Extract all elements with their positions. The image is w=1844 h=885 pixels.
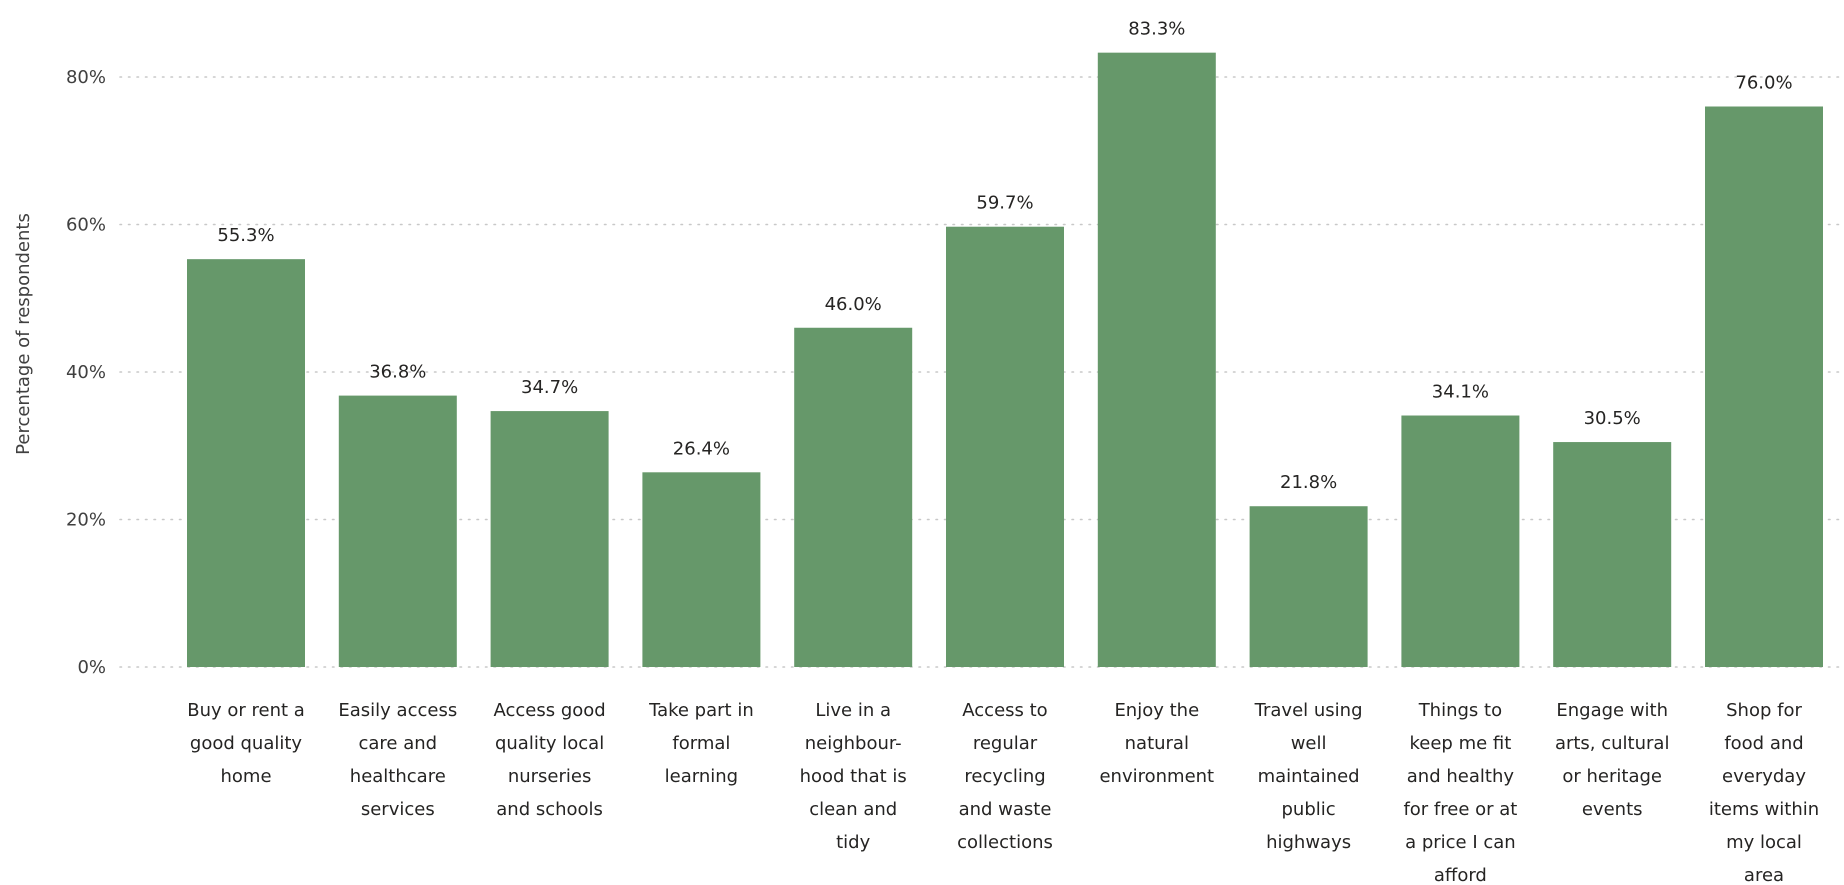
data-label: 55.3% (217, 225, 274, 246)
x-tick-label: Access to regular recycling and waste collec… (957, 700, 1053, 853)
x-tick-label-line: area (1744, 865, 1784, 885)
x-tick-label: Buy or rent a good quality home (187, 700, 305, 787)
bars (187, 53, 1823, 667)
x-tick-label-line: well (1291, 733, 1327, 754)
x-tick-label-line: healthcare (350, 766, 446, 787)
bar (491, 411, 609, 667)
data-label: 21.8% (1280, 472, 1337, 493)
y-tick-label: 0% (77, 657, 106, 678)
x-tick-label-line: tidy (836, 832, 870, 853)
x-tick-label-line: services (361, 799, 435, 820)
x-tick-label-line: quality local (495, 733, 604, 754)
data-label: 34.1% (1432, 382, 1489, 403)
x-tick-label: Travel using well maintained public highways (1254, 700, 1363, 853)
y-tick-label: 60% (66, 215, 106, 236)
x-tick-label-line: afford (1434, 865, 1487, 885)
x-tick-label-line: Take part in (648, 700, 754, 721)
y-tick-label: 40% (66, 362, 106, 383)
x-tick-label-line: everyday (1722, 766, 1806, 787)
x-tick-label-line: environment (1099, 766, 1214, 787)
x-tick-label-line: Live in a (815, 700, 891, 721)
x-tick-label-line: for free or at (1403, 799, 1517, 820)
x-tick-label-line: highways (1266, 832, 1351, 853)
x-tick-label-line: and schools (496, 799, 603, 820)
x-tick-label-line: Engage with (1556, 700, 1668, 721)
y-tick-label: 80% (66, 67, 106, 88)
x-tick-label-line: my local (1726, 832, 1802, 853)
bar (339, 396, 457, 667)
x-tick-label-line: public (1282, 799, 1336, 820)
x-tick-label-line: Easily access (338, 700, 457, 721)
y-tick-label: 20% (66, 510, 106, 531)
x-tick-label-line: keep me fit (1409, 733, 1511, 754)
data-label: 83.3% (1128, 19, 1185, 40)
x-tick-label-line: a price I can (1405, 832, 1516, 853)
bar (1098, 53, 1216, 667)
x-tick-label-line: and waste (959, 799, 1052, 820)
x-tick-label-line: and healthy (1407, 766, 1515, 787)
x-tick-label-line: collections (957, 832, 1053, 853)
bar (946, 227, 1064, 667)
x-tick-label-line: recycling (964, 766, 1045, 787)
x-tick-label-line: Things to (1418, 700, 1502, 721)
bar (1705, 107, 1823, 668)
x-tick-label-line: food and (1724, 733, 1803, 754)
x-tick-label-line: formal (672, 733, 730, 754)
data-label: 46.0% (825, 294, 882, 315)
x-tick-label-line: Access to (962, 700, 1047, 721)
x-tick-label-line: regular (973, 733, 1038, 754)
data-label: 26.4% (673, 438, 730, 459)
x-axis-categories: Buy or rent a good quality home Easily acce… (187, 700, 1819, 885)
x-tick-label: Access good quality local nurseries and sch… (493, 700, 605, 820)
bar (1250, 506, 1368, 667)
x-tick-label: Take part in formal learning (648, 700, 754, 787)
x-tick-label: Engage with arts, cultural or heritage even… (1555, 700, 1670, 820)
data-label: 34.7% (521, 377, 578, 398)
bar (1553, 442, 1671, 667)
x-tick-label-line: maintained (1258, 766, 1360, 787)
data-label: 76.0% (1735, 73, 1792, 94)
x-tick-label-line: clean and (809, 799, 897, 820)
x-tick-label-line: arts, cultural (1555, 733, 1670, 754)
x-tick-label-line: hood that is (800, 766, 907, 787)
x-tick-label-line: natural (1125, 733, 1189, 754)
x-tick-label-line: Shop for (1726, 700, 1802, 721)
y-axis-label: Percentage of respondents (13, 213, 34, 455)
bar (1401, 416, 1519, 667)
bar (187, 259, 305, 667)
x-tick-label: Shop for food and everyday items within my l… (1709, 700, 1819, 885)
x-tick-label-line: Buy or rent a (187, 700, 305, 721)
x-tick-label-line: Travel using (1254, 700, 1363, 721)
bar (794, 328, 912, 667)
data-label: 36.8% (369, 362, 426, 383)
x-tick-label-line: good quality (190, 733, 303, 754)
x-tick-label: Easily access care and healthcare services (338, 700, 457, 820)
x-tick-label-line: Enjoy the (1114, 700, 1199, 721)
x-tick-label-line: neighbour- (805, 733, 902, 754)
x-tick-label-line: nurseries (508, 766, 592, 787)
x-tick-label: Live in a neighbour-hood that is clean and… (800, 700, 907, 853)
x-tick-label-line: Access good (493, 700, 605, 721)
y-axis-ticks: 0% 20% 40% 60% 80% (66, 67, 106, 678)
x-tick-label-line: care and (359, 733, 438, 754)
x-tick-label: Enjoy the natural environment (1099, 700, 1214, 787)
bar (642, 472, 760, 667)
x-tick-label-line: home (220, 766, 271, 787)
data-label: 30.5% (1584, 408, 1641, 429)
x-tick-label-line: events (1582, 799, 1643, 820)
x-tick-label-line: learning (665, 766, 738, 787)
x-tick-label-line: or heritage (1562, 766, 1662, 787)
x-tick-label: Things to keep me fit and healthy for free … (1403, 700, 1517, 885)
data-label: 59.7% (976, 193, 1033, 214)
x-tick-label-line: items within (1709, 799, 1819, 820)
